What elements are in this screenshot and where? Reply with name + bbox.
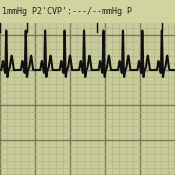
- Text: 1mmHg P2'CVP':---/--mmHg P: 1mmHg P2'CVP':---/--mmHg P: [2, 7, 132, 16]
- Bar: [0, 0, 175, 23]
